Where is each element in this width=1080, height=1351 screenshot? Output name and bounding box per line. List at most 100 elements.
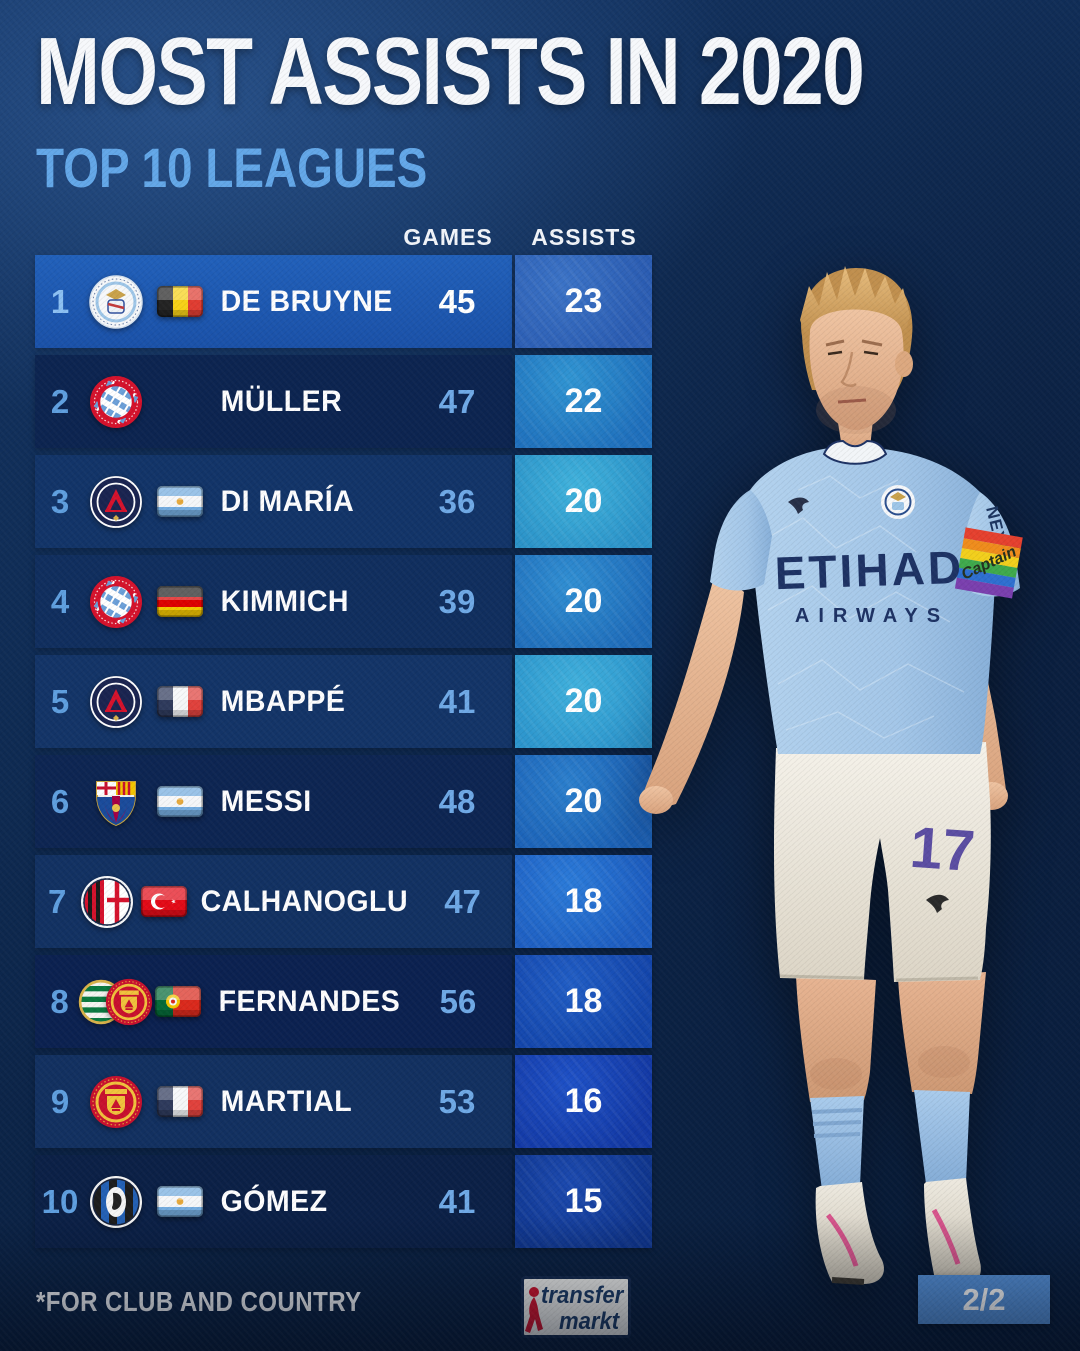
- nation-flag: [147, 286, 213, 317]
- short-number: 17: [908, 815, 977, 884]
- games-value: 47: [438, 382, 476, 420]
- flag-argentina-icon: [157, 486, 203, 517]
- club-badges: [85, 1175, 147, 1229]
- player-name: FERNANDES: [218, 984, 400, 1018]
- games-value: 48: [438, 782, 476, 820]
- games-value: 36: [438, 482, 476, 520]
- assists-value: 18: [515, 855, 652, 948]
- brand-word-top: transfer: [541, 1282, 624, 1309]
- player-name: KIMMICH: [220, 584, 349, 618]
- club-badge-ac-milan-icon: [80, 875, 134, 929]
- nation-flag: [147, 1186, 213, 1217]
- club-badges: [78, 978, 153, 1026]
- nation-flag: [147, 786, 213, 817]
- club-badges: [85, 274, 147, 329]
- rank-number: 3: [50, 482, 70, 520]
- table-row: 2 MÜLLER 47 22: [35, 355, 655, 448]
- flag-argentina-icon: [157, 786, 203, 817]
- club-badges: [85, 375, 147, 429]
- games-value: 41: [438, 682, 476, 720]
- brand-word-bottom: markt: [559, 1308, 620, 1335]
- assists-value: 15: [515, 1155, 652, 1248]
- nation-flag: [147, 1086, 213, 1117]
- rank-number: 6: [50, 782, 70, 820]
- assists-value: 20: [515, 755, 652, 848]
- games-value: 53: [438, 1082, 476, 1120]
- player-name: MBAPPÉ: [220, 684, 346, 718]
- club-badge-man-united-icon: [105, 978, 153, 1026]
- rank-number: 1: [50, 282, 70, 320]
- assists-value: 23: [515, 255, 652, 348]
- column-header-games: GAMES: [403, 224, 493, 250]
- games-value: 45: [438, 282, 476, 320]
- armband-text: Captain: [959, 543, 1020, 583]
- player-name: DI MARÍA: [220, 484, 355, 518]
- flag-argentina-icon: [157, 1186, 203, 1217]
- club-badges: [85, 775, 147, 829]
- player-name: MESSI: [220, 784, 312, 818]
- rank-number: 5: [50, 682, 70, 720]
- maker-logo-icon: [788, 497, 809, 514]
- club-badge-psg-icon: [89, 475, 143, 529]
- player-name: CALHANOGLU: [200, 884, 408, 918]
- club-crest-icon: [881, 485, 915, 519]
- flag-turkey-icon: [140, 886, 187, 917]
- player-name: MÜLLER: [220, 384, 343, 418]
- club-badge-atalanta-icon: [89, 1175, 143, 1229]
- rank-number: 9: [50, 1082, 70, 1120]
- column-header-assists: ASSISTS: [531, 224, 637, 250]
- flag-germany-icon: [157, 586, 203, 617]
- nation-flag: [146, 986, 211, 1017]
- games-value: 47: [444, 882, 481, 920]
- page-subtitle: TOP 10 LEAGUES: [36, 136, 428, 199]
- brand-figure-icon: [525, 1287, 543, 1333]
- page-indicator-badge: 2/2: [918, 1275, 1050, 1324]
- rank-number: 2: [50, 382, 70, 420]
- club-badge-man-united-icon: [89, 1075, 143, 1129]
- table-row: 5 MBAPPÉ 41 20: [35, 655, 655, 748]
- sleeve-sponsor: NEXEN: [982, 504, 1016, 570]
- games-value: 41: [438, 1182, 476, 1220]
- rank-number: 7: [47, 882, 67, 920]
- club-badge-man-city-icon: [89, 274, 143, 329]
- nation-flag: [147, 586, 213, 617]
- flag-belgium-icon: [157, 286, 203, 317]
- rank-number: 4: [50, 582, 70, 620]
- club-badge-psg-icon: [89, 675, 143, 729]
- games-value: 39: [438, 582, 476, 620]
- page-title: MOST ASSISTS IN 2020: [36, 18, 865, 125]
- assists-value: 20: [515, 655, 652, 748]
- player-name: MARTIAL: [220, 1084, 353, 1118]
- nation-flag: [147, 686, 213, 717]
- club-badge-bayern-icon: [89, 575, 143, 629]
- jersey-sponsor: ETIHAD: [774, 541, 965, 600]
- flag-france-icon: [157, 686, 203, 717]
- nation-flag: [134, 886, 193, 917]
- club-badges: [85, 575, 147, 629]
- nation-flag: [147, 486, 213, 517]
- club-badges: [79, 875, 134, 929]
- footnote: *FOR CLUB AND COUNTRY: [36, 1286, 362, 1317]
- player-photo: 17 NEXEN Captain ETIHA: [639, 266, 1023, 1287]
- club-badges: [85, 475, 147, 529]
- assists-value: 20: [515, 555, 652, 648]
- transfermarkt-logo: transfer markt: [521, 1276, 631, 1338]
- flag-portugal-icon: [155, 986, 202, 1017]
- assists-table: 1 DE BRUYNE 45 23 2 MÜLLER 47 22 3: [35, 255, 655, 1255]
- table-row: 3 DI MARÍA 36 20: [35, 455, 655, 548]
- assists-value: 20: [515, 455, 652, 548]
- table-row: 4 KIMMICH 39 20: [35, 555, 655, 648]
- assists-value: 18: [515, 955, 652, 1048]
- club-badge-barcelona-icon: [89, 775, 143, 829]
- games-value: 56: [439, 982, 477, 1020]
- assists-value: 16: [515, 1055, 652, 1148]
- club-badges: [85, 675, 147, 729]
- rank-number: 10: [41, 1182, 79, 1220]
- jersey-sponsor-2: AIRWAYS: [795, 605, 949, 627]
- table-row: 8 FERNANDES 56 18: [35, 955, 655, 1048]
- player-name: GÓMEZ: [220, 1184, 328, 1218]
- flag-france-icon: [157, 1086, 203, 1117]
- club-badges: [85, 1075, 147, 1129]
- club-badge-bayern-icon: [89, 375, 143, 429]
